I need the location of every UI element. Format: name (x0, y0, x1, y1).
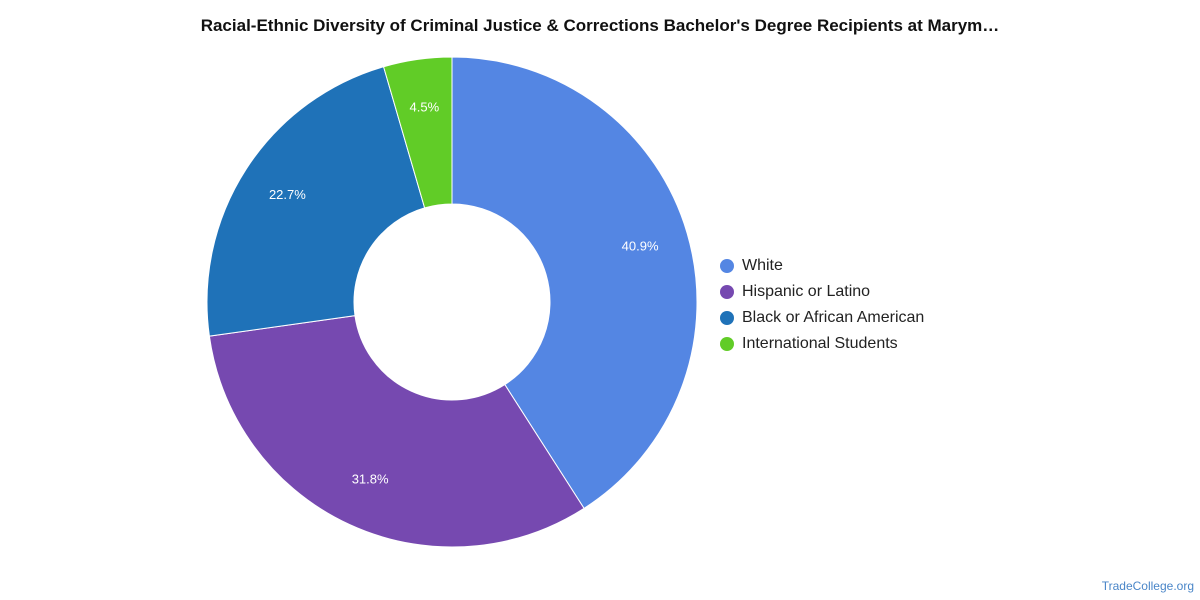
slice-black-or-african-american[interactable] (206, 66, 426, 337)
source-watermark[interactable]: TradeCollege.org (1101, 579, 1194, 593)
legend-item-hispanic-or-latino[interactable]: Hispanic or Latino (720, 279, 924, 305)
data-label-hispanic-or-latino: 31.8% (352, 472, 389, 487)
legend-item-black-or-african-american[interactable]: Black or African American (720, 305, 924, 331)
legend-swatch-black-or-african-american (720, 311, 734, 325)
chart-legend: White Hispanic or Latino Black or African … (720, 253, 924, 357)
legend-item-white[interactable]: White (720, 253, 924, 279)
legend-label: Black or African American (742, 309, 925, 326)
slice-white[interactable] (451, 56, 698, 510)
slice-international-students[interactable] (382, 56, 453, 209)
legend-item-international-students[interactable]: International Students (720, 331, 924, 357)
data-label-black-or-african-american: 22.7% (269, 187, 306, 202)
legend-swatch-white (720, 259, 734, 273)
legend-swatch-international-students (720, 337, 734, 351)
data-label-international-students: 4.5% (410, 99, 440, 114)
slice-hispanic-or-latino[interactable] (208, 315, 585, 548)
legend-swatch-hispanic-or-latino (720, 285, 734, 299)
data-label-white: 40.9% (622, 238, 659, 253)
legend-label: Hispanic or Latino (742, 283, 871, 300)
legend-label: International Students (742, 335, 898, 352)
legend-label: White (742, 257, 783, 274)
chart-title: Racial-Ethnic Diversity of Criminal Just… (200, 16, 1000, 35)
